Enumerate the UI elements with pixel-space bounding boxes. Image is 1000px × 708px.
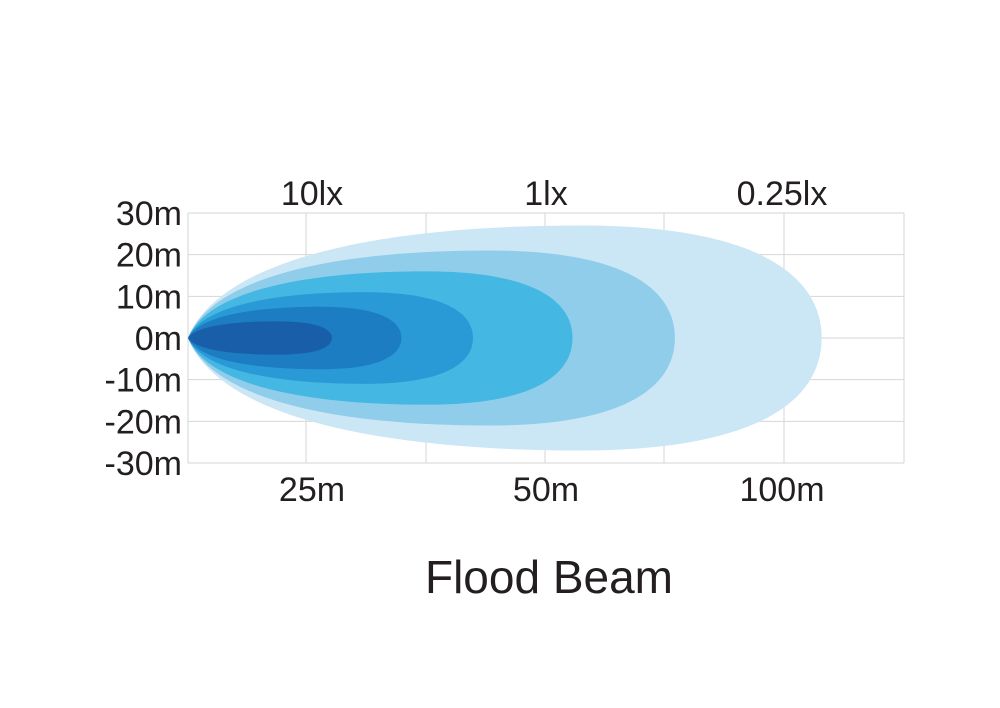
y-tick-label: -30m	[105, 445, 182, 483]
lux-label: 10lx	[281, 175, 343, 213]
chart-title: Flood Beam	[425, 551, 673, 603]
y-tick-label: 0m	[135, 320, 182, 358]
y-tick-label: -10m	[105, 362, 182, 400]
beam-contours	[188, 225, 822, 451]
lux-label: 0.25lx	[737, 175, 828, 213]
x-tick-label: 100m	[739, 471, 824, 509]
beam-contour-6	[188, 321, 332, 355]
x-tick-label: 25m	[279, 471, 345, 509]
y-tick-label: 10m	[116, 278, 182, 316]
x-tick-label: 50m	[513, 471, 579, 509]
lux-label: 1lx	[524, 175, 567, 213]
y-tick-label: -20m	[105, 403, 182, 441]
y-tick-label: 20m	[116, 237, 182, 275]
y-tick-label: 30m	[116, 195, 182, 233]
